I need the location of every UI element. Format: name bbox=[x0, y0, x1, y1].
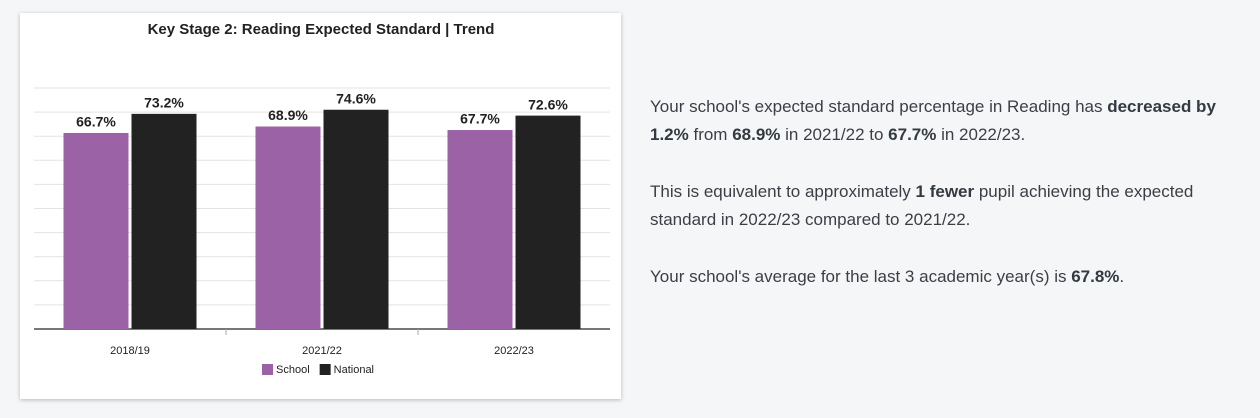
summary-text: pupil achieving the expected standard in… bbox=[650, 182, 1194, 229]
summary-paragraph: This is equivalent to approximately 1 fe… bbox=[650, 178, 1250, 234]
summary-text: This is equivalent to approximately bbox=[650, 182, 916, 201]
legend-label: National bbox=[334, 364, 374, 376]
chart-card: Key Stage 2: Reading Expected Standard |… bbox=[20, 13, 621, 399]
summary-paragraph: Your school's average for the last 3 aca… bbox=[650, 263, 1250, 291]
legend-label: School bbox=[276, 364, 310, 376]
x-tick-label: 2021/22 bbox=[302, 345, 342, 357]
summary-highlight: 1 fewer bbox=[915, 182, 975, 201]
bar bbox=[515, 115, 581, 329]
chart-title: Key Stage 2: Reading Expected Standard |… bbox=[148, 21, 495, 38]
bar bbox=[447, 130, 513, 329]
x-tick-label: 2022/23 bbox=[494, 345, 534, 357]
value-label: 72.6% bbox=[528, 96, 568, 112]
value-label: 74.6% bbox=[336, 90, 376, 106]
summary-highlight: 67.8% bbox=[1071, 267, 1120, 286]
bar bbox=[323, 109, 389, 329]
summary-text: Your school's expected standard percenta… bbox=[650, 97, 1108, 116]
summary-highlight: decreased by 1.2% bbox=[650, 97, 1216, 144]
value-label: 73.2% bbox=[144, 95, 184, 111]
summary-text: in 2021/22 to bbox=[780, 125, 889, 144]
legend-swatch bbox=[319, 364, 331, 375]
summary: Your school's expected standard percenta… bbox=[650, 93, 1250, 320]
value-label: 66.7% bbox=[76, 114, 116, 130]
value-label: 68.9% bbox=[268, 107, 308, 123]
summary-text: Your school's average for the last 3 aca… bbox=[650, 267, 1072, 286]
bar bbox=[131, 113, 197, 330]
bar bbox=[255, 126, 321, 329]
legend-swatch bbox=[262, 364, 273, 375]
summary-text: . bbox=[1119, 267, 1125, 286]
value-label: 67.7% bbox=[460, 111, 500, 127]
bar bbox=[63, 132, 129, 329]
chart: Key Stage 2: Reading Expected Standard |… bbox=[34, 21, 610, 376]
summary-text: from bbox=[688, 125, 733, 144]
summary-highlight: 67.7% bbox=[888, 125, 937, 144]
summary-highlight: 68.9% bbox=[732, 125, 781, 144]
x-tick-label: 2018/19 bbox=[110, 345, 150, 357]
summary-text: in 2022/23. bbox=[936, 125, 1026, 144]
summary-paragraph: Your school's expected standard percenta… bbox=[650, 93, 1250, 149]
